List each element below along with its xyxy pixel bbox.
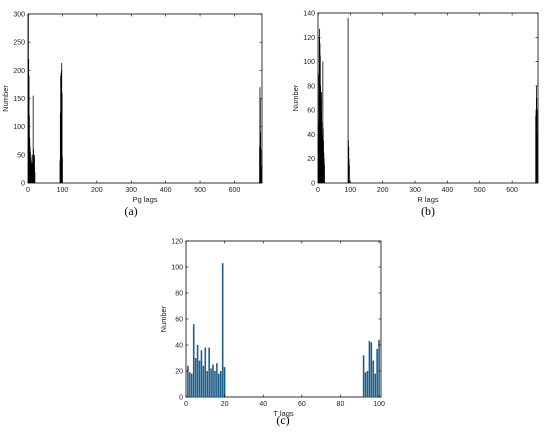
- y-tick-label: 0: [21, 181, 25, 188]
- bar: [208, 347, 210, 397]
- x-tick-label: 100: [57, 187, 69, 194]
- y-tick-label: 140: [303, 11, 315, 18]
- bar: [216, 363, 218, 397]
- bar: [200, 350, 203, 397]
- chart-1: 0 100 200 300 400 500 600050100150200250300Pg …: [1, 12, 263, 218]
- x-tick-label: 600: [506, 187, 518, 194]
- chart-3: 0 20 40 60 80 100 0 20 40 60 80 100 120 T lags Number (…: [159, 239, 385, 428]
- y-tick-label: 250: [13, 40, 25, 47]
- bar: [204, 347, 207, 397]
- y-axis-label: Number: [1, 85, 10, 112]
- x-tick-label: 400: [160, 187, 172, 194]
- y-tick-label: 120: [171, 239, 183, 246]
- y-tick-label: 20: [307, 156, 315, 163]
- y-tick-label: 60: [307, 108, 315, 115]
- x-tick-label: 100: [373, 401, 385, 408]
- bar: [364, 372, 367, 397]
- bar: [223, 367, 226, 397]
- bar: [34, 171, 36, 183]
- x-tick-label: 20: [221, 401, 229, 408]
- bar: [196, 345, 199, 397]
- x-tick-label: 0: [26, 187, 30, 194]
- bar: [260, 166, 262, 183]
- y-tick-label: 20: [175, 369, 183, 376]
- bar: [374, 373, 377, 397]
- y-tick-label: 100: [303, 59, 315, 66]
- x-tick-label: 300: [409, 187, 421, 194]
- plot-frame: [317, 12, 539, 184]
- x-tick-label: 60: [298, 401, 306, 408]
- x-tick-label: 400: [442, 187, 454, 194]
- chart-2: 0 100 200 300 400 500 600 0 20 40 60 80 100 120 140 R l…: [291, 11, 539, 218]
- bar: [368, 341, 371, 397]
- y-tick-label: 0: [179, 395, 183, 402]
- x-tick-label: 600: [229, 187, 241, 194]
- y-tick-label: 80: [307, 83, 315, 90]
- bar: [348, 164, 350, 183]
- x-tick-label: 80: [337, 401, 345, 408]
- bar: [370, 342, 373, 397]
- x-tick-label: 200: [91, 187, 103, 194]
- bar: [187, 365, 189, 397]
- bar: [347, 17, 349, 183]
- bar: [212, 364, 214, 397]
- bar: [221, 263, 224, 397]
- y-tick-label: 300: [13, 12, 25, 19]
- x-tick-label: 0: [316, 187, 320, 194]
- y-tick-label: 120: [303, 35, 315, 42]
- bar: [324, 164, 325, 183]
- bar: [62, 157, 63, 183]
- y-axis-label: Number: [291, 84, 300, 111]
- y-tick-label: 100: [171, 265, 183, 272]
- x-tick-label: 500: [474, 187, 486, 194]
- x-tick-label: 100: [345, 187, 357, 194]
- bar: [202, 365, 205, 397]
- bar: [372, 360, 375, 397]
- y-tick-label: 40: [175, 343, 183, 350]
- bar: [206, 371, 209, 397]
- bar: [194, 358, 197, 397]
- x-tick-label: 300: [125, 187, 137, 194]
- bar: [214, 371, 216, 397]
- bar: [210, 368, 212, 397]
- y-axis-label: Number: [159, 305, 168, 332]
- bar: [32, 95, 34, 183]
- y-tick-label: 80: [175, 291, 183, 298]
- bar: [198, 360, 201, 397]
- bar: [362, 355, 365, 397]
- y-tick-label: 60: [175, 317, 183, 324]
- panel-label: (b): [421, 204, 435, 218]
- x-axis-label: T lags: [273, 409, 294, 418]
- y-tick-label: 50: [17, 152, 25, 159]
- y-tick-label: 200: [13, 68, 25, 75]
- bar: [61, 92, 63, 183]
- bar: [376, 348, 378, 397]
- bar: [219, 371, 222, 397]
- x-tick-label: 200: [377, 187, 389, 194]
- x-tick-label: 0: [184, 401, 188, 408]
- plot-frame: [27, 13, 263, 184]
- bar: [189, 372, 191, 397]
- y-tick-label: 40: [307, 132, 315, 139]
- x-axis-label: Pg lags: [132, 195, 157, 204]
- bar: [378, 339, 380, 397]
- bar: [218, 373, 220, 397]
- y-tick-label: 100: [13, 124, 25, 131]
- y-tick-label: 0: [311, 181, 315, 188]
- bar: [366, 371, 369, 397]
- bar: [34, 154, 35, 183]
- bar: [192, 324, 195, 397]
- x-tick-label: 40: [259, 401, 267, 408]
- x-axis-label: R lags: [417, 195, 439, 204]
- bar: [190, 373, 193, 397]
- x-tick-label: 500: [194, 187, 206, 194]
- bar: [322, 61, 324, 183]
- panel-label: (a): [124, 204, 137, 218]
- y-tick-label: 150: [13, 96, 25, 103]
- panel-label: (c): [276, 413, 289, 427]
